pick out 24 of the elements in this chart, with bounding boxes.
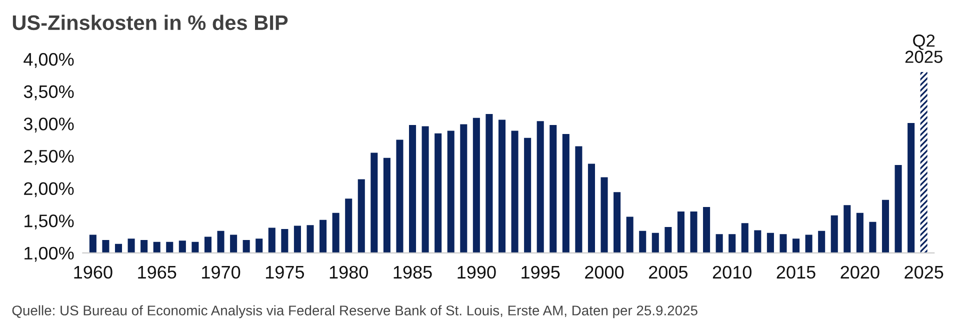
- y-tick-label: 2,00%: [24, 182, 74, 198]
- x-tick-label: 1980: [330, 266, 368, 279]
- chart-title: US-Zinskosten in % des BIP: [12, 14, 288, 30]
- y-tick-label: 1,50%: [24, 214, 74, 230]
- y-tick-label: 4,00%: [24, 52, 74, 68]
- x-tick-label: 1970: [202, 266, 240, 279]
- annotation: Q2 2025: [905, 34, 942, 63]
- x-tick-label: 1975: [266, 266, 304, 279]
- x-tick-label: 1995: [522, 266, 560, 279]
- source-note: Quelle: US Bureau of Economic Analysis via Federal Reserve Bank of St. Louis, Erste AM, Daten per 25.9.2025: [12, 305, 698, 318]
- x-tick-label: 2010: [712, 266, 752, 279]
- y-tick-label: 3,50%: [24, 85, 74, 100]
- x-tick-label: 2020: [840, 266, 880, 279]
- x-tick-label: 1960: [74, 266, 112, 279]
- x-tick-label: 2015: [776, 266, 816, 279]
- x-tick-label: 1990: [458, 266, 496, 279]
- y-tick-label: 2,50%: [24, 150, 74, 165]
- x-tick-label: 2025: [904, 266, 944, 279]
- x-tick-label: 2005: [649, 266, 688, 279]
- x-tick-label: 2000: [585, 266, 624, 279]
- x-tick-label: 1965: [138, 266, 176, 279]
- x-tick-label: 1985: [394, 266, 432, 279]
- y-tick-label: 3,00%: [24, 118, 74, 133]
- y-tick-label: 1,00%: [24, 246, 74, 262]
